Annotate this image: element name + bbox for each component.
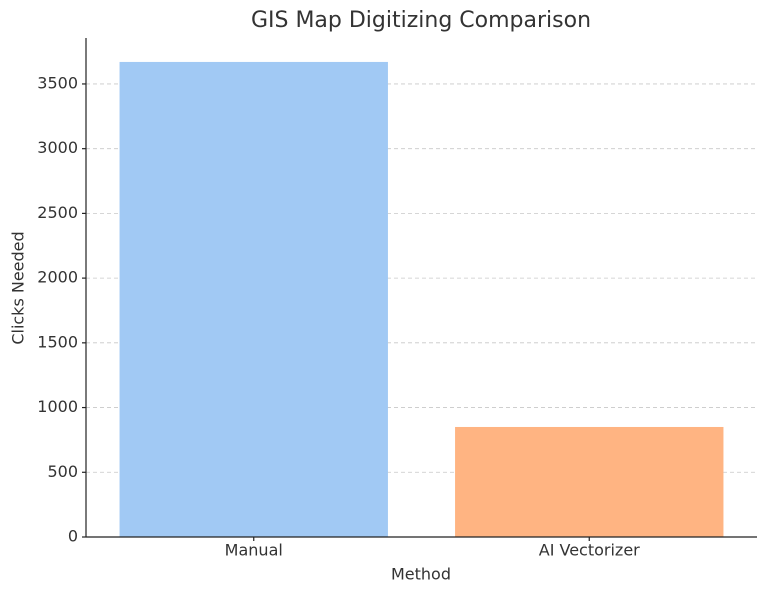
x-axis-label: Method [391,565,451,584]
y-tick-label: 0 [68,527,78,546]
x-tick-label: Manual [225,541,283,560]
bar [455,426,724,537]
y-tick-label: 3000 [37,138,78,157]
y-tick-label: 2500 [37,203,78,222]
y-tick-label: 500 [47,462,78,481]
bar [119,61,388,537]
chart-title: GIS Map Digitizing Comparison [251,8,591,33]
y-tick-label: 1500 [37,332,78,351]
y-tick-label: 3500 [37,73,78,92]
y-axis-label: Clicks Needed [9,231,28,344]
y-tick-label: 2000 [37,268,78,287]
y-tick-label: 1000 [37,397,78,416]
x-tick-label: AI Vectorizer [539,541,640,560]
